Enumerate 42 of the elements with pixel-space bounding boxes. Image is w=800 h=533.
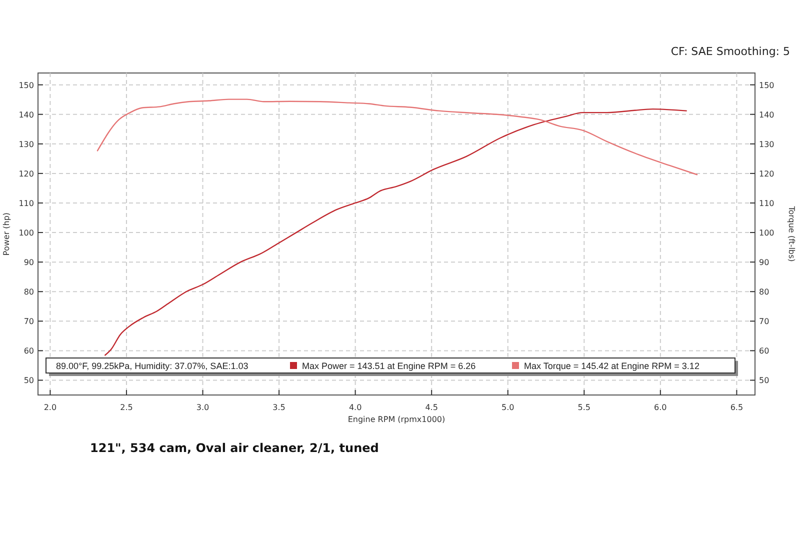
y2-tick-label: 70	[759, 317, 770, 326]
y-tick-label: 70	[24, 317, 34, 326]
y-tick-label: 110	[18, 198, 34, 208]
y2-tick-label: 80	[759, 288, 770, 297]
legend-label: Max Power = 143.51 at Engine RPM = 6.26	[302, 361, 476, 371]
x-axis-title: Engine RPM (rpmx1000)	[348, 415, 446, 424]
x-tick-label: 3.5	[272, 403, 286, 412]
y-axis-title: Power (hp)	[2, 212, 11, 256]
x-tick-label: 5.0	[501, 403, 514, 412]
y-tick-label: 140	[18, 110, 34, 120]
x-tick-label: 4.0	[348, 403, 362, 412]
annotation: 89.00°F, 99.25kPa, Humidity: 37.07%, SAE:1.03	[56, 361, 248, 371]
x-tick-label: 6.5	[730, 403, 744, 412]
y2-tick-label: 60	[759, 346, 770, 356]
x-tick-label: 2.0	[44, 403, 57, 412]
text: 121", 534 cam, Oval air cleaner, 2/1, tuned	[90, 441, 379, 455]
y2-axis-title: Torque (ft-lbs)	[787, 205, 796, 262]
y-tick-label: 60	[24, 346, 34, 356]
x-tick-label: 3.0	[196, 403, 210, 412]
legend-label: Max Torque = 145.42 at Engine RPM = 3.12	[524, 361, 700, 371]
x-tick-label: 6.0	[654, 403, 667, 412]
y2-tick-label: 120	[759, 169, 774, 178]
y-tick-label: 130	[18, 140, 34, 149]
y-tick-label: 120	[18, 169, 34, 178]
y2-tick-label: 130	[759, 140, 774, 149]
y-tick-label: 150	[18, 80, 34, 90]
chart-subtitle: CF: SAE Smoothing: 5	[670, 45, 790, 58]
y2-tick-label: 100	[759, 228, 774, 238]
x-tick-label: 2.5	[120, 403, 133, 412]
y-tick-label: 90	[24, 258, 34, 268]
y-tick-label: 50	[24, 376, 34, 386]
y2-tick-label: 150	[759, 80, 774, 90]
x-tick-label: 5.5	[578, 403, 591, 412]
y-tick-label: 100	[18, 228, 34, 238]
line-series	[104, 108, 687, 356]
line-series	[96, 98, 698, 176]
y2-tick-label: 110	[759, 198, 774, 208]
y2-tick-label: 50	[759, 376, 770, 386]
y2-tick-label: 140	[759, 110, 774, 120]
y-tick-label: 80	[24, 288, 34, 297]
y2-tick-label: 90	[759, 258, 770, 268]
x-tick-label: 4.5	[425, 403, 438, 412]
